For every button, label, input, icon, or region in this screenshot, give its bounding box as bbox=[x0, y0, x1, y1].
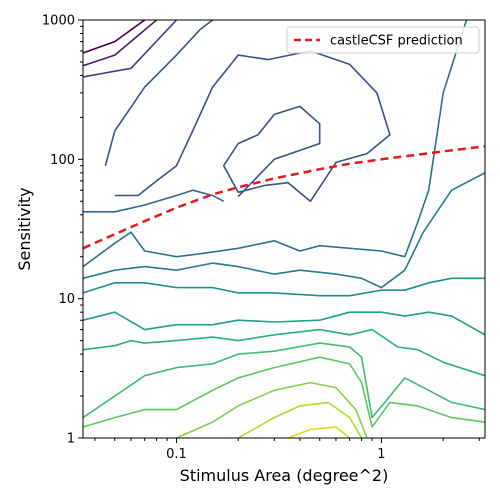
contour-line-13 bbox=[176, 381, 368, 438]
y-tick-label: 100 bbox=[50, 153, 75, 168]
contour-line-10 bbox=[83, 328, 485, 377]
y-axis-title: Sensitivity bbox=[15, 187, 34, 270]
contour-line-12 bbox=[83, 356, 485, 428]
y-tick-label: 1000 bbox=[42, 14, 75, 29]
contour-line-3 bbox=[104, 20, 214, 166]
contour-line-4 bbox=[114, 50, 391, 203]
x-axis-ticks: 0.1 1 bbox=[94, 438, 480, 462]
plot-frame bbox=[82, 19, 486, 439]
contour-line-11 bbox=[83, 342, 485, 419]
contour-line-0 bbox=[83, 20, 146, 54]
x-tick-label: 1 bbox=[377, 447, 385, 462]
contour-line-7 bbox=[83, 172, 485, 289]
legend-box bbox=[286, 26, 480, 54]
legend: castleCSF prediction bbox=[286, 26, 480, 54]
prediction-series-layer bbox=[83, 145, 485, 250]
contour-line-6 bbox=[83, 20, 468, 268]
x-axis-title: Stimulus Area (degree^2) bbox=[180, 466, 389, 485]
contour-line-9 bbox=[83, 311, 485, 336]
contour-line-14 bbox=[237, 401, 363, 438]
x-tick-label: 0.1 bbox=[166, 447, 187, 462]
contour-line-2 bbox=[83, 20, 178, 78]
y-axis-ticks: 1 10 100 1000 bbox=[42, 14, 83, 447]
contour-line-8 bbox=[83, 277, 485, 297]
y-tick-label: 10 bbox=[58, 292, 75, 307]
castlecsf-prediction-line bbox=[83, 145, 485, 250]
y-tick-label: 1 bbox=[67, 432, 75, 447]
legend-label-castlecsf: castleCSF prediction bbox=[330, 34, 463, 49]
contour-line-5 bbox=[83, 189, 225, 213]
contour-lines bbox=[83, 20, 485, 438]
contour-line-1 bbox=[83, 20, 158, 67]
contour-line-15 bbox=[287, 426, 351, 438]
